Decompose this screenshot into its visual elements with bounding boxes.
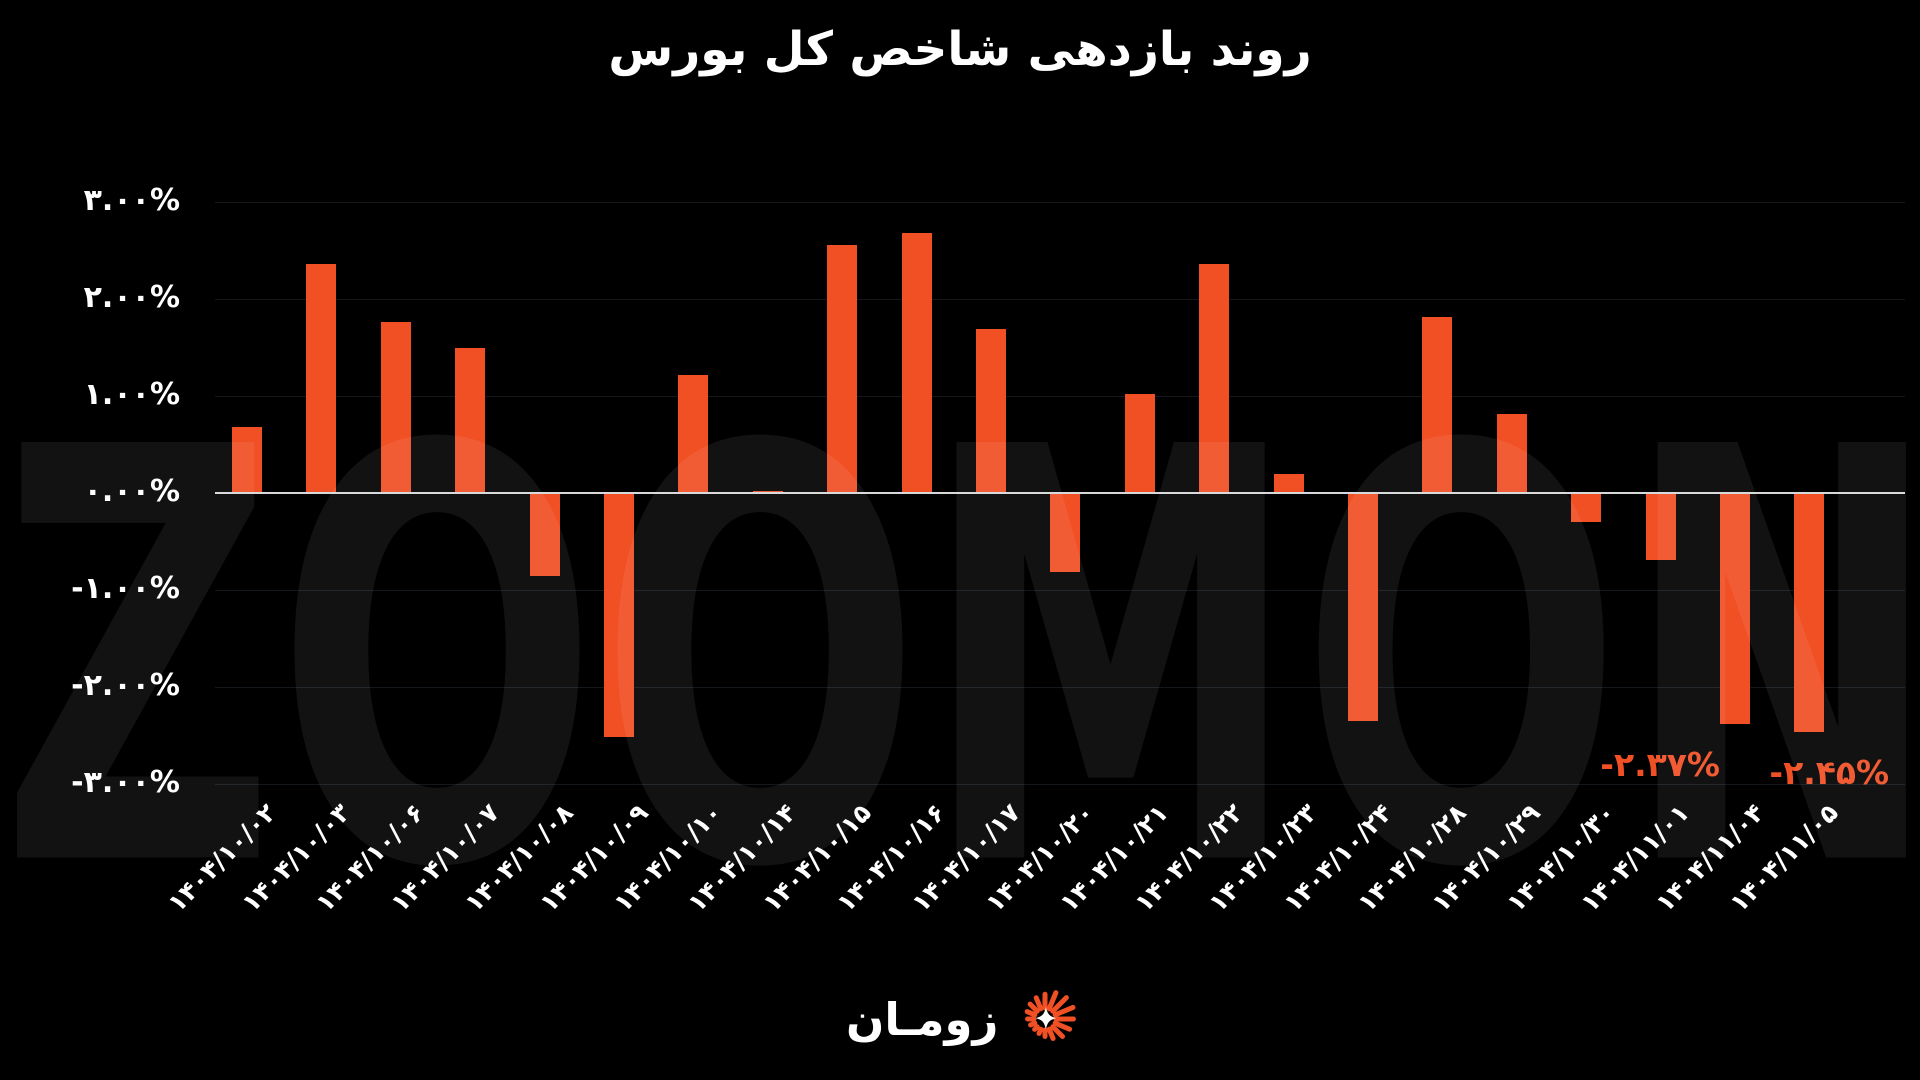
bar [232, 427, 262, 493]
bar [827, 244, 858, 493]
bar [1124, 394, 1155, 493]
y-axis-tick-label: -۲.۰۰% [71, 668, 180, 703]
chart-title: روند بازدهی شاخص کل بورس [608, 22, 1312, 77]
y-axis-tick-label: ۱.۰۰% [83, 377, 180, 412]
gridline [215, 590, 1905, 591]
starburst-ray [1036, 1026, 1044, 1036]
bar [604, 494, 634, 737]
y-axis-tick-label: -۱.۰۰% [71, 571, 180, 606]
gridline [215, 687, 1905, 688]
starburst-ray [1025, 1009, 1038, 1018]
bar [976, 329, 1006, 493]
bar [306, 264, 337, 493]
bar [529, 494, 560, 577]
starburst-ray [1034, 995, 1044, 1012]
bar [1348, 494, 1378, 721]
bar [380, 322, 411, 493]
sparkle-icon [1036, 1007, 1057, 1030]
bar [901, 233, 932, 493]
zooman-starburst-icon [1025, 990, 1077, 1041]
bar [1422, 317, 1453, 493]
bar-value-label: -۲.۳۷% [1600, 744, 1720, 784]
brand-logo-text: زومـان [846, 992, 999, 1046]
y-axis-tick-label: ۳.۰۰% [83, 183, 180, 218]
bar-value-label: -۲.۴۵% [1769, 752, 1890, 792]
zero-axis-line [215, 492, 1905, 494]
starburst-ray [1053, 1004, 1076, 1018]
gridline [215, 784, 1905, 785]
bar [1645, 494, 1676, 560]
starburst-ray [1047, 1026, 1057, 1041]
y-axis-tick-label: -۳.۰۰% [71, 765, 180, 800]
plot-area: ۱۴۰۴/۱۰/۰۲ ۱۴۰۴/۱۰/۰۳ ۱۴۰۴/۱۰/۰۶ ۱۴۰۴/۱۰/۰۷… [162, 202, 1905, 918]
starburst-ray [1050, 1024, 1066, 1040]
starburst-ray [1047, 990, 1059, 1012]
starburst-ray [1028, 1020, 1038, 1028]
starburst-ray [1032, 1024, 1041, 1032]
bar [1050, 494, 1081, 572]
bar [1273, 473, 1304, 493]
starburst-ray [1028, 1001, 1041, 1014]
starburst-ray [1050, 995, 1070, 1014]
bar [1794, 494, 1825, 732]
bar [678, 374, 709, 493]
bar [455, 348, 486, 493]
gridline [215, 396, 1905, 397]
bar [1720, 494, 1750, 724]
bar [1199, 264, 1230, 493]
gridline [215, 299, 1905, 300]
y-axis-tick-label: ۰.۰۰% [83, 474, 180, 509]
y-axis-tick-label: ۲.۰۰% [83, 280, 180, 315]
starburst-ray [1053, 1020, 1073, 1032]
brand-logo: زومـان [846, 980, 1078, 1058]
bar [1496, 414, 1527, 493]
bar [1571, 494, 1602, 523]
gridline [215, 202, 1905, 203]
